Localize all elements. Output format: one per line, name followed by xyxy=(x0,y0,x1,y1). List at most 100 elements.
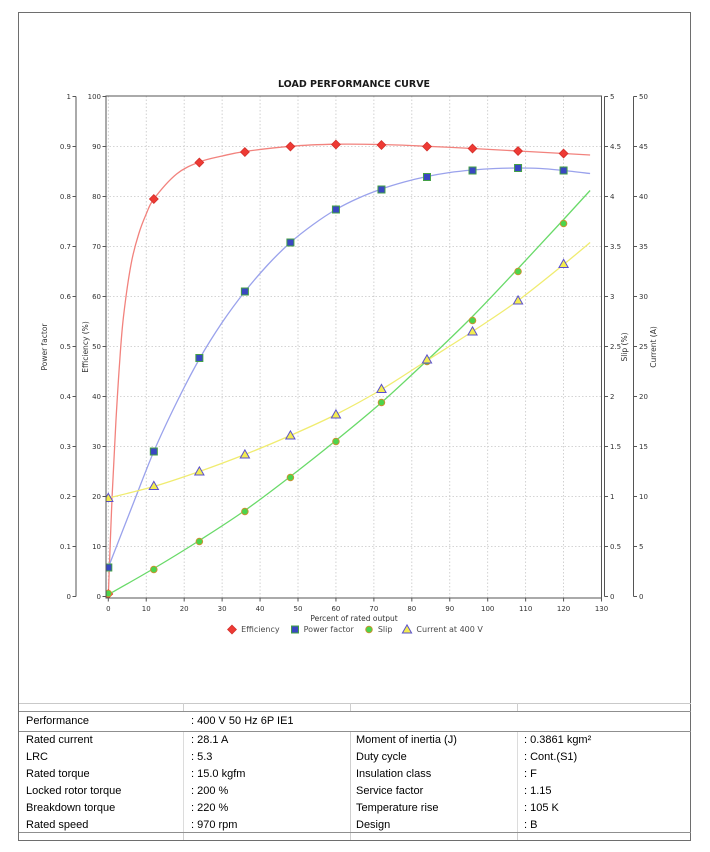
diamond-legend-icon xyxy=(227,624,238,635)
svg-text:0: 0 xyxy=(610,593,614,601)
svg-text:90: 90 xyxy=(92,143,101,151)
svg-text:60: 60 xyxy=(331,605,340,613)
table-row-label: Duty cycle xyxy=(356,751,407,763)
svg-text:35: 35 xyxy=(639,243,648,251)
svg-text:2: 2 xyxy=(610,393,614,401)
svg-text:50: 50 xyxy=(639,93,648,101)
legend-label: Slip xyxy=(377,625,393,634)
svg-text:1: 1 xyxy=(67,93,71,101)
svg-text:0.5: 0.5 xyxy=(60,343,71,351)
svg-text:20: 20 xyxy=(639,393,648,401)
table-row-value: : 5.3 xyxy=(191,751,213,763)
svg-text:0.3: 0.3 xyxy=(60,443,71,451)
svg-text:30: 30 xyxy=(218,605,227,613)
table-row-label: Insulation class xyxy=(356,768,432,780)
svg-text:100: 100 xyxy=(481,605,494,613)
svg-text:50: 50 xyxy=(92,343,101,351)
load-performance-chart: LOAD PERFORMANCE CURVE 0 0.1 0.2 0.3 0.4 0.5 0… xyxy=(40,79,658,622)
series-markers-triangle xyxy=(106,258,570,502)
page-border-frame xyxy=(18,12,691,841)
svg-text:30: 30 xyxy=(92,443,101,451)
svg-text:110: 110 xyxy=(519,605,532,613)
series-markers-diamond xyxy=(106,139,569,598)
table-row-label: Rated torque xyxy=(26,768,90,780)
svg-text:50: 50 xyxy=(294,605,303,613)
table-row-label: Rated current xyxy=(26,734,93,746)
svg-text:0.7: 0.7 xyxy=(60,243,71,251)
triangle-legend-icon xyxy=(401,624,413,634)
table-row-value: : Cont.(S1) xyxy=(524,751,578,763)
legend-label: Efficiency xyxy=(241,625,280,634)
legend-item: Power factor xyxy=(289,624,354,635)
plot-border xyxy=(105,95,602,599)
chart-legend: Efficiency Power factor Slip Current at 400… xyxy=(18,624,691,635)
circle-legend-icon xyxy=(365,625,373,634)
svg-text:0: 0 xyxy=(106,605,110,613)
svg-text:70: 70 xyxy=(369,605,378,613)
svg-text:130: 130 xyxy=(595,605,608,613)
table-row-value: : 0.3861 kgm² xyxy=(524,734,592,746)
efficiency-axis-title: Efficiency (%) xyxy=(81,321,90,373)
svg-text:40: 40 xyxy=(639,193,648,201)
svg-text:45: 45 xyxy=(639,143,648,151)
svg-text:10: 10 xyxy=(92,543,101,551)
table-row-value: : 200 % xyxy=(191,785,229,797)
table-row-value: : 220 % xyxy=(191,802,229,814)
svg-text:20: 20 xyxy=(180,605,189,613)
svg-text:5: 5 xyxy=(639,543,643,551)
svg-text:100: 100 xyxy=(88,93,101,101)
svg-text:5: 5 xyxy=(610,93,614,101)
svg-text:0.6: 0.6 xyxy=(60,293,72,301)
series-layer xyxy=(106,139,591,598)
series-markers-square xyxy=(106,164,568,572)
table-row-value: : B xyxy=(524,819,538,831)
svg-text:1: 1 xyxy=(610,493,614,501)
svg-text:0: 0 xyxy=(639,593,643,601)
legend-label: Current at 400 V xyxy=(416,625,483,634)
svg-text:0: 0 xyxy=(67,593,71,601)
svg-text:30: 30 xyxy=(639,293,648,301)
chart-title: LOAD PERFORMANCE CURVE xyxy=(278,79,430,90)
svg-text:0.8: 0.8 xyxy=(60,193,71,201)
svg-text:0: 0 xyxy=(97,593,101,601)
svg-text:40: 40 xyxy=(256,605,265,613)
legend-item: Efficiency xyxy=(226,624,280,635)
performance-value: : 400 V 50 Hz 6P IE1 xyxy=(191,715,294,727)
svg-text:0.1: 0.1 xyxy=(60,543,71,551)
svg-text:2.5: 2.5 xyxy=(610,343,621,351)
svg-text:60: 60 xyxy=(92,293,101,301)
svg-text:0.5: 0.5 xyxy=(610,543,621,551)
svg-text:90: 90 xyxy=(445,605,454,613)
current-axis-title: Current (A) xyxy=(649,326,658,368)
table-row-value: : 15.0 kgfm xyxy=(191,768,246,780)
table-row-label: Design xyxy=(356,819,391,831)
svg-text:70: 70 xyxy=(92,243,101,251)
svg-text:10: 10 xyxy=(639,493,648,501)
legend-item: Current at 400 V xyxy=(401,624,483,635)
svg-text:40: 40 xyxy=(92,393,101,401)
spec-table: Performance : 400 V 50 Hz 6P IE1 Rated c… xyxy=(19,703,691,840)
table-row-value: : 28.1 A xyxy=(191,734,229,746)
table-row-label: Service factor xyxy=(356,785,424,797)
square-legend-icon xyxy=(290,625,299,634)
svg-text:80: 80 xyxy=(407,605,416,613)
svg-text:3: 3 xyxy=(610,293,614,301)
performance-label: Performance xyxy=(26,715,89,727)
table-row-label: Locked rotor torque xyxy=(26,785,122,797)
svg-text:1.5: 1.5 xyxy=(610,443,621,451)
table-row-label: Rated speed xyxy=(26,819,89,831)
svg-text:4: 4 xyxy=(610,193,615,201)
x-axis-title: Percent of rated output xyxy=(310,614,397,622)
svg-text:10: 10 xyxy=(142,605,151,613)
table-row-value: : F xyxy=(524,768,537,780)
svg-text:0.9: 0.9 xyxy=(60,143,71,151)
svg-text:25: 25 xyxy=(639,343,648,351)
table-row-value: : 970 rpm xyxy=(191,819,238,831)
slip-axis-title: Slip (%) xyxy=(620,332,629,361)
svg-text:15: 15 xyxy=(639,443,648,451)
table-row-value: : 105 K xyxy=(524,802,559,814)
svg-text:3.5: 3.5 xyxy=(610,243,621,251)
table-row-label: Temperature rise xyxy=(356,802,439,814)
legend-label: Power factor xyxy=(303,625,354,634)
table-row-label: Breakdown torque xyxy=(26,802,116,814)
